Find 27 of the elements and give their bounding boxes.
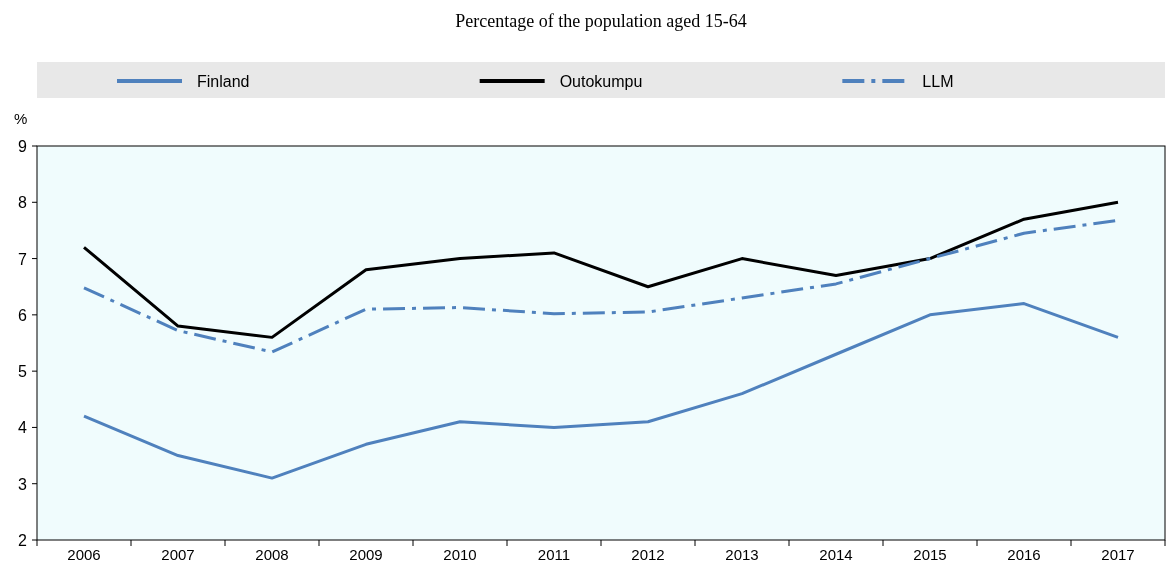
x-tick-label: 2016 xyxy=(1007,546,1041,563)
y-tick-label: 7 xyxy=(18,250,28,268)
x-tick-label: 2014 xyxy=(819,546,853,563)
x-tick-label: 2009 xyxy=(349,546,383,563)
legend-label: Finland xyxy=(197,73,250,90)
y-tick-label: 8 xyxy=(18,194,28,212)
x-tick-label: 2015 xyxy=(913,546,947,563)
x-tick-label: 2012 xyxy=(631,546,665,563)
y-tick-label: 3 xyxy=(18,475,28,493)
x-tick-label: 2010 xyxy=(443,546,477,563)
y-tick-label: 6 xyxy=(18,306,28,324)
chart-title: Percentage of the population aged 15-64 xyxy=(455,11,747,31)
y-tick-label: 2 xyxy=(18,532,28,549)
line-series xyxy=(82,200,1120,339)
legend-label: LLM xyxy=(922,73,954,90)
y-tick-label: 4 xyxy=(18,419,28,437)
x-tick-label: 2007 xyxy=(161,546,195,563)
legend-label: Outokumpu xyxy=(559,73,643,90)
y-tick-label: 5 xyxy=(18,363,28,381)
x-tick-label: 2008 xyxy=(255,546,289,563)
y-tick-label: 9 xyxy=(18,138,28,155)
x-tick-label: 2013 xyxy=(725,546,759,563)
x-tick-label: 2006 xyxy=(67,546,101,563)
x-tick-label: 2011 xyxy=(537,546,571,563)
y-axis-title: % xyxy=(14,110,28,127)
line-series xyxy=(82,302,1120,480)
x-tick-label: 2017 xyxy=(1101,546,1135,563)
